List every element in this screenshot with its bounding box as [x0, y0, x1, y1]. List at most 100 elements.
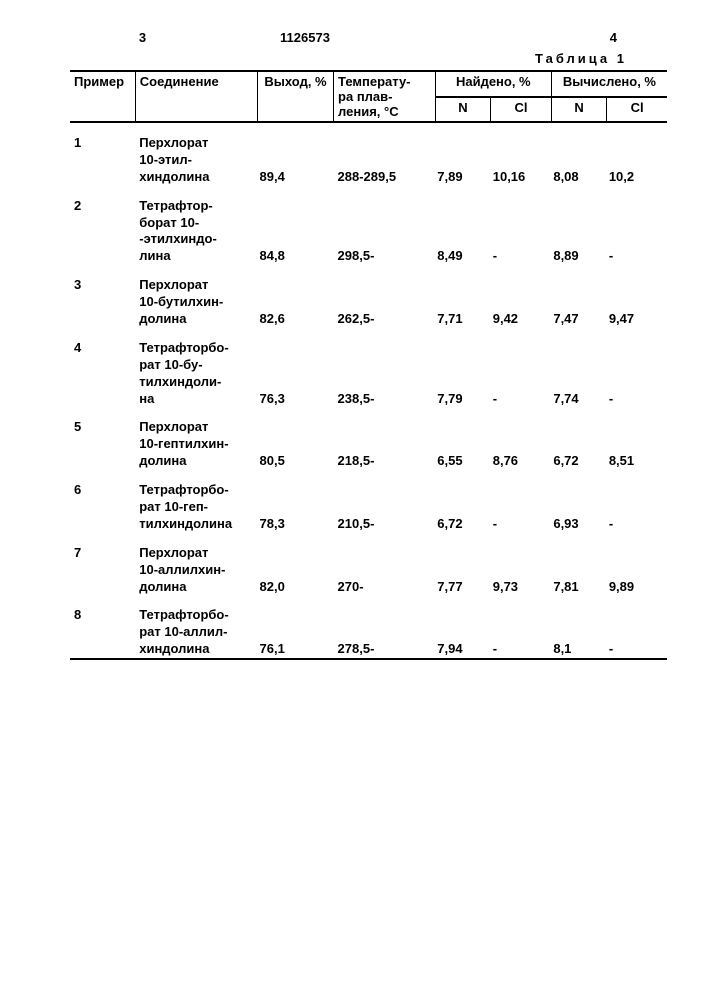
cell-found-n	[435, 215, 490, 232]
cell-compound: 10-бутилхин-	[135, 294, 257, 311]
cell-found-cl	[491, 419, 552, 436]
cell-found-cl	[491, 482, 552, 499]
cell-calc-n: 7,47	[551, 311, 606, 328]
table-row: 5Перхлорат	[70, 419, 667, 436]
cell-compound: Перхлорат	[135, 545, 257, 562]
cell-calc-n	[551, 482, 606, 499]
cell-yield	[258, 482, 334, 499]
cell-calc-n	[551, 607, 606, 624]
cell-found-cl: -	[491, 248, 552, 265]
table-row: тилхиндолина78,3210,5-6,72-6,93-	[70, 516, 667, 533]
cell-found-n: 7,94	[435, 641, 490, 659]
table-row: рат 10-бу-	[70, 357, 667, 374]
table-row: 3Перхлорат	[70, 277, 667, 294]
cell-compound: 10-аллилхин-	[135, 562, 257, 579]
cell-compound: Тетрафторбо-	[135, 607, 257, 624]
cell-temp	[334, 340, 436, 357]
cell-found-cl	[491, 198, 552, 215]
cell-compound: лина	[135, 248, 257, 265]
col-found: Найдено, %	[435, 71, 551, 97]
cell-calc-cl	[607, 135, 667, 152]
cell-yield	[258, 277, 334, 294]
cell-found-cl	[491, 340, 552, 357]
cell-calc-n: 7,81	[551, 579, 606, 596]
cell-found-n	[435, 277, 490, 294]
table-row: 10-гептилхин-	[70, 436, 667, 453]
cell-yield	[258, 562, 334, 579]
col-yield: Выход, %	[258, 71, 334, 122]
cell-found-cl	[491, 152, 552, 169]
cell-calc-cl: 8,51	[607, 453, 667, 470]
cell-calc-cl	[607, 499, 667, 516]
cell-example: 4	[70, 340, 135, 357]
col-found-cl: Cl	[491, 97, 552, 123]
cell-compound: Перхлорат	[135, 277, 257, 294]
cell-temp	[334, 135, 436, 152]
table-row: долина82,0270-7,779,737,819,89	[70, 579, 667, 596]
cell-compound: Тетрафтор-	[135, 198, 257, 215]
cell-found-n	[435, 294, 490, 311]
table-row: хиндолина89,4288-289,57,8910,168,0810,2	[70, 169, 667, 186]
cell-calc-n	[551, 545, 606, 562]
page-number-right: 4	[395, 30, 667, 45]
cell-calc-cl	[607, 198, 667, 215]
cell-calc-n: 8,08	[551, 169, 606, 186]
cell-temp	[334, 419, 436, 436]
cell-example: 3	[70, 277, 135, 294]
cell-yield	[258, 607, 334, 624]
cell-temp	[334, 562, 436, 579]
cell-found-cl	[491, 436, 552, 453]
cell-calc-n	[551, 357, 606, 374]
cell-compound: рат 10-бу-	[135, 357, 257, 374]
cell-found-n	[435, 198, 490, 215]
cell-temp: 238,5-	[334, 391, 436, 408]
cell-yield: 76,1	[258, 641, 334, 659]
cell-temp: 210,5-	[334, 516, 436, 533]
col-example: Пример	[70, 71, 135, 122]
cell-calc-cl	[607, 374, 667, 391]
cell-yield	[258, 545, 334, 562]
data-table: Пример Соединение Выход, % Температу- ра…	[70, 70, 667, 660]
cell-compound: тилхиндоли-	[135, 374, 257, 391]
cell-found-n	[435, 562, 490, 579]
cell-example	[70, 562, 135, 579]
cell-compound: 10-гептилхин-	[135, 436, 257, 453]
cell-calc-cl: -	[607, 516, 667, 533]
cell-compound: Тетрафторбо-	[135, 340, 257, 357]
table-row: долина80,5218,5-6,558,766,728,51	[70, 453, 667, 470]
page-number-left: 3	[70, 30, 215, 45]
table-row: 10-этил-	[70, 152, 667, 169]
cell-found-n: 7,79	[435, 391, 490, 408]
col-calc: Вычислено, %	[551, 71, 667, 97]
cell-compound: долина	[135, 579, 257, 596]
cell-compound: Тетрафторбо-	[135, 482, 257, 499]
cell-calc-n	[551, 294, 606, 311]
cell-example: 7	[70, 545, 135, 562]
cell-found-n	[435, 607, 490, 624]
cell-found-cl	[491, 562, 552, 579]
cell-compound: хиндолина	[135, 641, 257, 659]
table-row: тилхиндоли-	[70, 374, 667, 391]
col-calc-cl: Cl	[607, 97, 667, 123]
cell-calc-cl	[607, 152, 667, 169]
cell-compound: рат 10-геп-	[135, 499, 257, 516]
cell-calc-cl: 9,89	[607, 579, 667, 596]
cell-temp	[334, 277, 436, 294]
cell-calc-cl	[607, 545, 667, 562]
cell-yield: 76,3	[258, 391, 334, 408]
cell-found-cl: -	[491, 516, 552, 533]
cell-found-n	[435, 135, 490, 152]
cell-yield	[258, 374, 334, 391]
cell-calc-n	[551, 499, 606, 516]
cell-found-cl	[491, 277, 552, 294]
cell-calc-n	[551, 624, 606, 641]
cell-temp	[334, 499, 436, 516]
table-row: лина84,8298,5-8,49-8,89-	[70, 248, 667, 265]
cell-yield	[258, 499, 334, 516]
table-row: хиндолина76,1278,5-7,94-8,1-	[70, 641, 667, 659]
cell-calc-n: 8,1	[551, 641, 606, 659]
cell-found-n	[435, 436, 490, 453]
cell-calc-cl	[607, 215, 667, 232]
cell-example	[70, 499, 135, 516]
cell-calc-n	[551, 152, 606, 169]
